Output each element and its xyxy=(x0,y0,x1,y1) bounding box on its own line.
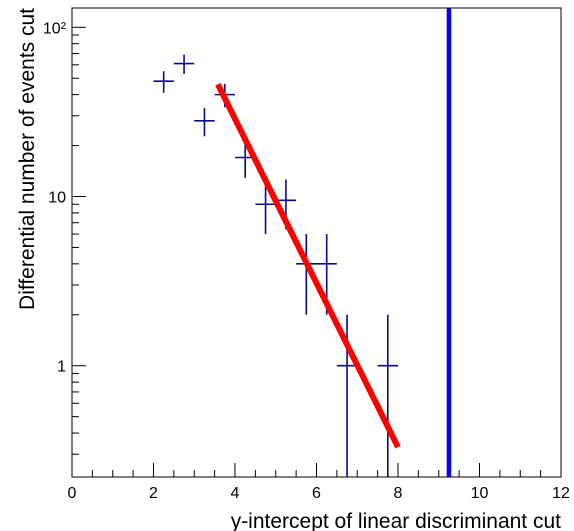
data-point xyxy=(255,183,276,235)
x-axis-title: y-intercept of linear discriminant cut xyxy=(231,510,561,531)
x-tick-label: 6 xyxy=(312,485,321,502)
data-point xyxy=(153,71,174,93)
y-tick-label: 10 xyxy=(48,190,66,207)
x-tick-label: 0 xyxy=(68,485,77,502)
x-tick-label: 12 xyxy=(552,485,570,502)
data-point xyxy=(194,108,215,137)
data-point xyxy=(173,54,195,74)
axes-layer: 0 2 4 6 8 10 12 1 10 10² xyxy=(43,7,570,502)
x-tick-label: 10 xyxy=(471,485,489,502)
data-layer xyxy=(153,8,452,477)
data-point xyxy=(377,314,398,477)
x-tick-label: 2 xyxy=(149,485,158,502)
y-tick-label: 10² xyxy=(43,20,67,37)
fit-line xyxy=(215,83,401,449)
plot-frame xyxy=(71,7,562,478)
y-axis-title: Differential number of events cut xyxy=(16,8,39,310)
x-tick-label: 8 xyxy=(394,485,403,502)
x-tick-label: 4 xyxy=(231,485,240,502)
y-tick-label: 1 xyxy=(57,359,66,376)
